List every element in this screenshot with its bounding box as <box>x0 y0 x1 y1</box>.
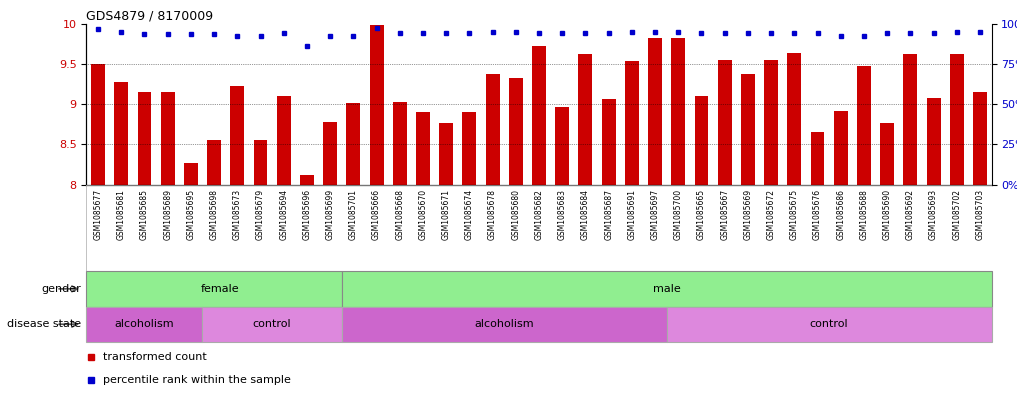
Text: alcoholism: alcoholism <box>474 319 534 329</box>
Bar <box>741 73 755 185</box>
Bar <box>347 103 360 185</box>
Bar <box>86 271 342 307</box>
Bar <box>834 110 848 185</box>
Bar <box>342 271 992 307</box>
Bar <box>811 132 825 185</box>
Bar <box>369 25 383 185</box>
Bar <box>463 112 476 185</box>
Bar <box>184 163 198 185</box>
Bar <box>532 46 546 185</box>
Bar <box>857 66 871 185</box>
Text: GSM1085694: GSM1085694 <box>280 189 288 240</box>
Text: GSM1085685: GSM1085685 <box>140 189 148 240</box>
Bar <box>137 92 152 185</box>
Text: disease state: disease state <box>7 319 81 329</box>
Text: GSM1085687: GSM1085687 <box>604 189 613 240</box>
Bar <box>230 86 244 185</box>
Bar <box>202 307 342 342</box>
Text: GSM1085671: GSM1085671 <box>441 189 451 240</box>
Text: percentile rank within the sample: percentile rank within the sample <box>103 375 291 385</box>
Bar <box>207 140 221 185</box>
Text: GSM1085699: GSM1085699 <box>325 189 335 240</box>
Text: GSM1085700: GSM1085700 <box>673 189 682 240</box>
Bar <box>555 107 570 185</box>
Text: GSM1085668: GSM1085668 <box>396 189 405 240</box>
Bar <box>950 54 964 185</box>
Bar <box>114 82 128 185</box>
Text: transformed count: transformed count <box>103 352 206 362</box>
Text: GSM1085696: GSM1085696 <box>302 189 311 240</box>
Text: control: control <box>253 319 292 329</box>
Bar <box>718 60 731 185</box>
Bar <box>667 307 992 342</box>
Bar <box>880 123 894 185</box>
Text: GSM1085703: GSM1085703 <box>975 189 984 240</box>
Text: GSM1085674: GSM1085674 <box>465 189 474 240</box>
Bar <box>416 112 430 185</box>
Text: GSM1085688: GSM1085688 <box>859 189 869 240</box>
Text: GSM1085670: GSM1085670 <box>418 189 427 240</box>
Text: GSM1085684: GSM1085684 <box>581 189 590 240</box>
Text: GSM1085680: GSM1085680 <box>512 189 521 240</box>
Text: GSM1085701: GSM1085701 <box>349 189 358 240</box>
Bar <box>624 61 639 185</box>
Text: GSM1085676: GSM1085676 <box>813 189 822 240</box>
Bar <box>323 122 337 185</box>
Text: GSM1085666: GSM1085666 <box>372 189 381 240</box>
Text: GSM1085681: GSM1085681 <box>117 189 126 240</box>
Bar <box>648 38 662 185</box>
Text: GSM1085693: GSM1085693 <box>930 189 938 240</box>
Text: GSM1085669: GSM1085669 <box>743 189 753 240</box>
Bar <box>764 60 778 185</box>
Text: GSM1085686: GSM1085686 <box>836 189 845 240</box>
Text: GSM1085672: GSM1085672 <box>767 189 776 240</box>
Text: GSM1085690: GSM1085690 <box>883 189 892 240</box>
Bar <box>300 175 314 185</box>
Text: alcoholism: alcoholism <box>115 319 174 329</box>
Text: GSM1085682: GSM1085682 <box>535 189 543 240</box>
Text: GSM1085678: GSM1085678 <box>488 189 497 240</box>
Bar <box>695 96 709 185</box>
Text: control: control <box>810 319 848 329</box>
Bar <box>602 99 615 185</box>
Text: GSM1085683: GSM1085683 <box>557 189 566 240</box>
Bar <box>277 96 291 185</box>
Text: GSM1085667: GSM1085667 <box>720 189 729 240</box>
Text: female: female <box>200 284 239 294</box>
Bar <box>92 64 105 185</box>
Bar <box>579 54 592 185</box>
Bar <box>787 53 801 185</box>
Text: GDS4879 / 8170009: GDS4879 / 8170009 <box>86 9 214 22</box>
Text: GSM1085689: GSM1085689 <box>163 189 172 240</box>
Text: GSM1085697: GSM1085697 <box>651 189 660 240</box>
Bar <box>86 307 202 342</box>
Text: GSM1085675: GSM1085675 <box>790 189 798 240</box>
Text: male: male <box>653 284 680 294</box>
Bar <box>393 102 407 185</box>
Bar <box>903 54 917 185</box>
Bar <box>439 123 454 185</box>
Bar <box>253 140 267 185</box>
Bar <box>671 38 685 185</box>
Bar <box>161 92 175 185</box>
Text: GSM1085673: GSM1085673 <box>233 189 242 240</box>
Text: gender: gender <box>42 284 81 294</box>
Bar <box>342 307 667 342</box>
Text: GSM1085691: GSM1085691 <box>627 189 637 240</box>
Bar <box>973 92 986 185</box>
Text: GSM1085695: GSM1085695 <box>186 189 195 240</box>
Text: GSM1085702: GSM1085702 <box>952 189 961 240</box>
Text: GSM1085692: GSM1085692 <box>906 189 915 240</box>
Bar <box>486 73 499 185</box>
Text: GSM1085679: GSM1085679 <box>256 189 265 240</box>
Bar <box>926 98 941 185</box>
Text: GSM1085698: GSM1085698 <box>210 189 219 240</box>
Text: GSM1085677: GSM1085677 <box>94 189 103 240</box>
Text: GSM1085665: GSM1085665 <box>697 189 706 240</box>
Bar <box>508 77 523 185</box>
